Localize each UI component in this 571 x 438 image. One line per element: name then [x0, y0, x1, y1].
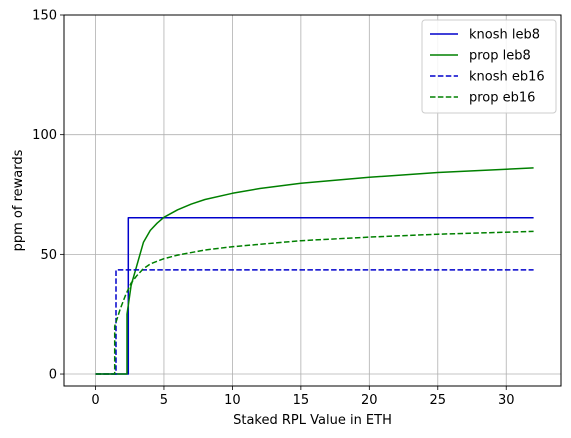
x-tick-label: 0	[91, 393, 99, 408]
x-tick-label: 10	[224, 393, 241, 408]
legend-entry-label: knosh leb8	[469, 28, 540, 43]
x-tick-label: 5	[160, 393, 168, 408]
series-lines	[95, 167, 534, 375]
x-tick-label: 20	[361, 393, 378, 408]
legend-entry-label: prop leb8	[469, 49, 531, 64]
y-tick-label: 50	[40, 248, 57, 263]
x-tick-label: 15	[293, 393, 310, 408]
y-axis-label: ppm of rewards	[11, 149, 26, 251]
y-tick-label: 0	[49, 368, 57, 383]
legend-entry-label: prop eb16	[469, 91, 535, 106]
legend-box	[421, 19, 557, 114]
x-axis-label: Staked RPL Value in ETH	[233, 413, 392, 428]
y-tick-label: 100	[32, 128, 57, 143]
legend: knosh leb8 prop leb8 knosh eb16 prop eb16	[421, 19, 557, 114]
legend-entry-label: knosh eb16	[469, 70, 545, 85]
axis-ticks: 0 5 10 15 20 25 30 0 50 100 150	[32, 9, 514, 409]
series-line-prop-eb16	[95, 230, 534, 375]
plot-frame	[63, 14, 562, 387]
y-tick-label: 150	[32, 9, 57, 24]
series-line-prop-leb8	[95, 167, 534, 375]
x-tick-label: 25	[430, 393, 447, 408]
x-tick-label: 30	[498, 393, 515, 408]
